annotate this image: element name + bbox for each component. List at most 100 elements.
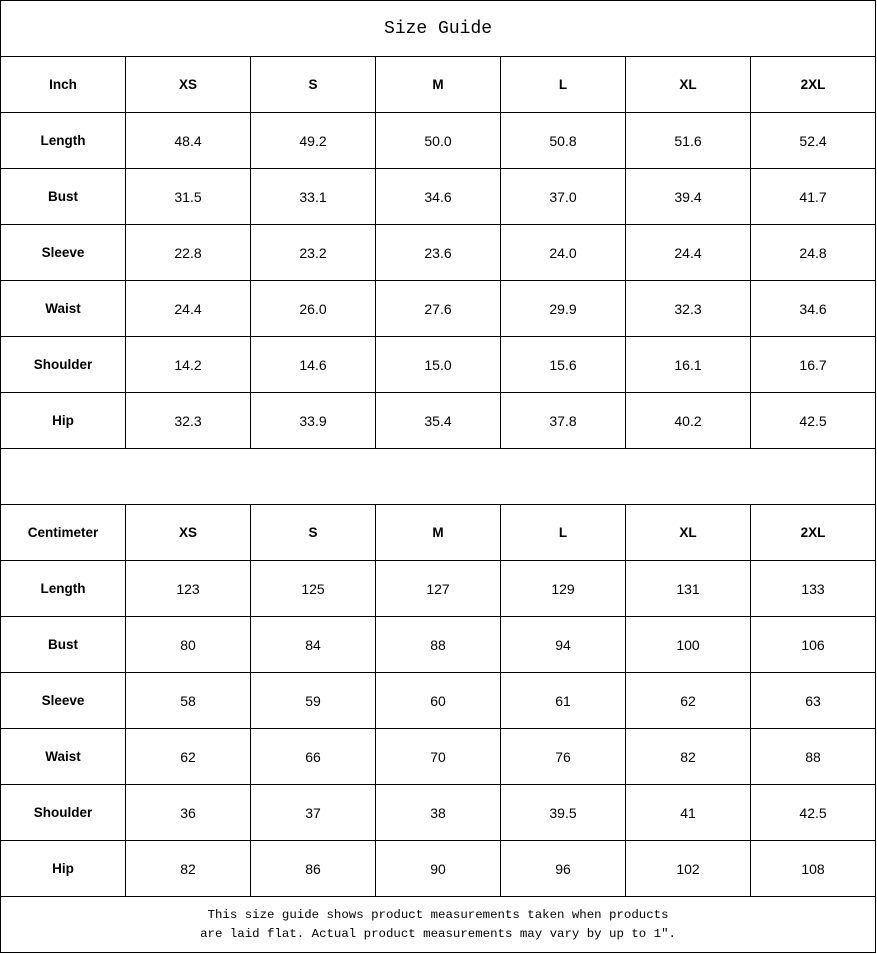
measurement-value: 61 — [500, 672, 626, 729]
measurement-value: 32.3 — [625, 280, 751, 337]
table-row: Sleeve 58 59 60 61 62 63 — [0, 672, 877, 729]
table-row: Shoulder 36 37 38 39.5 41 42.5 — [0, 784, 877, 841]
measurement-value: 39.4 — [625, 168, 751, 225]
measurement-value: 26.0 — [250, 280, 376, 337]
table-row: Sleeve 22.8 23.2 23.6 24.0 24.4 24.8 — [0, 224, 877, 281]
measurement-value: 29.9 — [500, 280, 626, 337]
size-header: L — [500, 504, 626, 561]
measurement-value: 123 — [125, 560, 251, 617]
measurement-value: 48.4 — [125, 112, 251, 169]
measurement-label: Waist — [0, 728, 126, 785]
measurement-value: 42.5 — [749, 784, 877, 841]
cm-header-row: Centimeter XS S M L XL 2XL — [0, 504, 877, 561]
measurement-value: 76 — [500, 728, 626, 785]
size-header: XL — [625, 56, 751, 113]
table-row: Hip 32.3 33.9 35.4 37.8 40.2 42.5 — [0, 392, 877, 449]
measurement-label: Hip — [0, 840, 126, 897]
measurement-value: 15.0 — [375, 336, 501, 393]
measurement-value: 37.8 — [500, 392, 626, 449]
measurement-value: 27.6 — [375, 280, 501, 337]
measurement-label: Shoulder — [0, 336, 126, 393]
measurement-label: Bust — [0, 616, 126, 673]
measurement-value: 60 — [375, 672, 501, 729]
measurement-value: 50.8 — [500, 112, 626, 169]
measurement-value: 22.8 — [125, 224, 251, 281]
spacer-cell — [0, 448, 877, 505]
measurement-value: 49.2 — [250, 112, 376, 169]
inch-header-row: Inch XS S M L XL 2XL — [0, 56, 877, 113]
size-header: S — [250, 504, 376, 561]
measurement-value: 34.6 — [749, 280, 877, 337]
measurement-value: 40.2 — [625, 392, 751, 449]
measurement-value: 127 — [375, 560, 501, 617]
measurement-value: 82 — [125, 840, 251, 897]
page-title: Size Guide — [0, 0, 877, 57]
measurement-value: 62 — [125, 728, 251, 785]
measurement-label: Sleeve — [0, 224, 126, 281]
size-header: M — [375, 56, 501, 113]
measurement-value: 88 — [749, 728, 877, 785]
measurement-value: 102 — [625, 840, 751, 897]
measurement-value: 15.6 — [500, 336, 626, 393]
title-row: Size Guide — [0, 0, 877, 57]
measurement-value: 70 — [375, 728, 501, 785]
measurement-value: 24.4 — [125, 280, 251, 337]
measurement-value: 32.3 — [125, 392, 251, 449]
measurement-value: 96 — [500, 840, 626, 897]
measurement-value: 14.2 — [125, 336, 251, 393]
measurement-value: 100 — [625, 616, 751, 673]
table-row: Bust 31.5 33.1 34.6 37.0 39.4 41.7 — [0, 168, 877, 225]
measurement-value: 88 — [375, 616, 501, 673]
measurement-value: 38 — [375, 784, 501, 841]
measurement-label: Bust — [0, 168, 126, 225]
measurement-value: 125 — [250, 560, 376, 617]
size-header: M — [375, 504, 501, 561]
size-header: S — [250, 56, 376, 113]
measurement-value: 33.9 — [250, 392, 376, 449]
measurement-value: 41 — [625, 784, 751, 841]
size-header: XS — [125, 56, 251, 113]
measurement-value: 129 — [500, 560, 626, 617]
measurement-value: 90 — [375, 840, 501, 897]
unit-header: Centimeter — [0, 504, 126, 561]
size-header: XS — [125, 504, 251, 561]
size-header: L — [500, 56, 626, 113]
measurement-value: 24.4 — [625, 224, 751, 281]
measurement-value: 31.5 — [125, 168, 251, 225]
measurement-value: 131 — [625, 560, 751, 617]
measurement-value: 23.6 — [375, 224, 501, 281]
size-header: 2XL — [749, 56, 877, 113]
measurement-value: 34.6 — [375, 168, 501, 225]
measurement-value: 62 — [625, 672, 751, 729]
measurement-value: 24.0 — [500, 224, 626, 281]
measurement-label: Hip — [0, 392, 126, 449]
measurement-value: 133 — [749, 560, 877, 617]
measurement-value: 58 — [125, 672, 251, 729]
footer-note: This size guide shows product measuremen… — [0, 896, 877, 953]
measurement-value: 14.6 — [250, 336, 376, 393]
measurement-value: 37 — [250, 784, 376, 841]
measurement-label: Waist — [0, 280, 126, 337]
measurement-value: 24.8 — [749, 224, 877, 281]
measurement-value: 63 — [749, 672, 877, 729]
measurement-label: Shoulder — [0, 784, 126, 841]
measurement-value: 84 — [250, 616, 376, 673]
measurement-value: 59 — [250, 672, 376, 729]
measurement-value: 35.4 — [375, 392, 501, 449]
measurement-value: 42.5 — [749, 392, 877, 449]
measurement-value: 82 — [625, 728, 751, 785]
measurement-value: 36 — [125, 784, 251, 841]
table-row: Waist 62 66 70 76 82 88 — [0, 728, 877, 785]
footer-line-2: are laid flat. Actual product measuremen… — [200, 926, 676, 941]
table-row: Shoulder 14.2 14.6 15.0 15.6 16.1 16.7 — [0, 336, 877, 393]
measurement-value: 106 — [749, 616, 877, 673]
table-row: Length 48.4 49.2 50.0 50.8 51.6 52.4 — [0, 112, 877, 169]
measurement-value: 52.4 — [749, 112, 877, 169]
footer-row: This size guide shows product measuremen… — [0, 896, 877, 953]
measurement-label: Length — [0, 560, 126, 617]
unit-header: Inch — [0, 56, 126, 113]
measurement-value: 108 — [749, 840, 877, 897]
measurement-value: 16.7 — [749, 336, 877, 393]
spacer-row — [0, 448, 877, 505]
table-row: Bust 80 84 88 94 100 106 — [0, 616, 877, 673]
